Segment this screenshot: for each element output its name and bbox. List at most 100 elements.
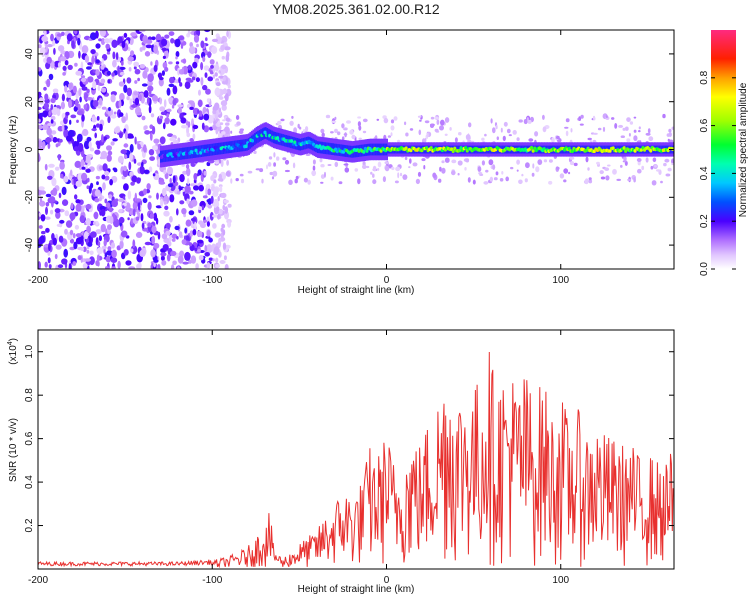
heatmap-noise-blob <box>82 246 87 253</box>
heatmap-noise-blob <box>81 86 88 91</box>
heatmap-noise-blob <box>169 76 175 84</box>
heatmap-noise-blob <box>49 196 56 203</box>
heatmap-noise-blob <box>189 190 194 195</box>
heatmap-faint-blob <box>660 180 663 184</box>
heatmap-faint-blob <box>271 176 275 180</box>
heatmap-faint-blob <box>626 138 631 143</box>
heatmap-noise-blob <box>83 104 87 111</box>
heatmap-noise-blob <box>40 214 46 222</box>
heatmap-noise-blob <box>141 115 146 121</box>
heatmap-noise-blob <box>47 257 51 264</box>
heatmap-noise-blob <box>164 205 169 210</box>
heatmap-noise-blob <box>94 149 101 155</box>
heatmap-faint-blob <box>230 130 233 134</box>
heatmap-faint-blob <box>638 130 641 133</box>
heatmap-noise-blob <box>137 112 143 116</box>
heatmap-noise-blob <box>126 77 132 84</box>
heatmap-noise-blob <box>198 184 204 192</box>
heatmap-noise-blob <box>118 216 125 224</box>
heatmap-noise-blob <box>147 201 152 211</box>
heatmap-noise-blob <box>122 165 127 172</box>
heatmap-faint-blob <box>305 153 311 157</box>
heatmap-noise-blob <box>184 185 191 193</box>
heatmap-faint-blob <box>225 117 231 122</box>
heatmap-noise-blob <box>209 126 214 131</box>
heatmap-noise-blob <box>160 255 165 261</box>
heatmap-noise-blob <box>100 209 106 217</box>
heatmap-noise-blob <box>198 89 201 96</box>
heatmap-noise-blob <box>159 106 166 112</box>
heatmap-noise-blob <box>54 166 60 171</box>
heatmap-noise-blob <box>151 235 156 245</box>
heatmap-noise-blob <box>88 256 95 266</box>
heatmap-noise-blob <box>190 183 195 187</box>
heatmap-noise-blob <box>138 30 146 33</box>
heatmap-noise-blob <box>87 241 93 247</box>
heatmap-noise-blob <box>80 247 84 251</box>
heatmap-faint-blob <box>412 162 418 167</box>
heatmap-noise-blob <box>175 51 180 58</box>
heatmap-noise-blob <box>175 56 178 60</box>
heatmap-noise-blob <box>131 175 138 183</box>
heatmap-noise-blob <box>61 186 67 196</box>
heatmap-noise-blob <box>149 81 153 86</box>
ridge-band <box>249 136 252 149</box>
heatmap-noise-blob <box>177 104 184 108</box>
ridge-core <box>409 148 413 153</box>
heatmap-faint-blob <box>565 118 570 123</box>
heatmap-faint-blob <box>622 127 626 131</box>
heatmap-noise-blob <box>172 175 176 184</box>
heatmap-noise-blob <box>92 80 97 90</box>
heatmap-noise-blob <box>62 199 69 207</box>
heatmap-noise-blob <box>130 50 135 57</box>
heatmap-noise-blob <box>85 218 91 226</box>
heatmap-noise-blob <box>38 118 41 123</box>
ridge-core <box>457 148 462 153</box>
heatmap-noise-blob <box>91 55 95 65</box>
heatmap-noise-blob <box>171 238 176 242</box>
heatmap-faint-blob <box>458 132 462 136</box>
heatmap-noise-blob <box>77 37 81 46</box>
heatmap-noise-blob <box>171 264 175 269</box>
heatmap-noise-blob <box>114 198 119 202</box>
heatmap-faint-blob <box>580 114 584 119</box>
heatmap-faint-blob <box>573 162 578 167</box>
heatmap-noise-blob <box>172 260 177 266</box>
heatmap-noise-blob <box>96 247 104 255</box>
heatmap-noise-blob <box>168 233 172 242</box>
heatmap-noise-blob <box>157 264 161 269</box>
heatmap-noise-blob <box>106 70 111 76</box>
heatmap-noise-blob <box>224 206 229 214</box>
heatmap-faint-blob <box>404 156 408 161</box>
heatmap-noise-blob <box>119 240 124 249</box>
heatmap-faint-blob <box>321 132 325 138</box>
heatmap-noise-blob <box>69 212 76 221</box>
snr-chart: -200 -100 0 100 0.2 0.4 0.6 0.8 1.0 Height of s… <box>7 329 675 595</box>
x-tick-label: -200 <box>28 575 48 586</box>
heatmap-faint-blob <box>484 133 487 137</box>
heatmap-faint-blob <box>518 179 523 185</box>
heatmap-noise-blob <box>39 200 46 207</box>
heatmap-noise-blob <box>41 35 49 43</box>
heatmap-faint-blob <box>325 114 331 119</box>
snr-scale-close: ) <box>8 338 19 341</box>
heatmap-noise-blob <box>66 91 72 98</box>
heatmap-noise-blob <box>110 141 115 146</box>
heatmap-noise-blob <box>100 78 106 84</box>
heatmap-noise-blob <box>95 59 100 64</box>
heatmap-noise-blob <box>151 145 158 151</box>
heatmap-faint-blob <box>377 167 380 171</box>
heatmap-noise-blob <box>159 97 162 105</box>
heatmap-noise-blob <box>206 221 210 227</box>
heatmap-noise-blob <box>130 218 134 225</box>
heatmap-noise-blob <box>198 255 204 261</box>
heatmap-faint-blob <box>370 171 373 175</box>
heatmap-noise-blob <box>71 40 75 49</box>
heatmap-noise-blob <box>56 223 62 227</box>
ridge-core <box>531 149 535 153</box>
heatmap-faint-blob <box>429 123 435 128</box>
heatmap-faint-blob <box>607 164 611 167</box>
heatmap-noise-blob <box>54 253 58 260</box>
heatmap-faint-blob <box>623 156 627 162</box>
heatmap-noise-blob <box>123 249 129 256</box>
